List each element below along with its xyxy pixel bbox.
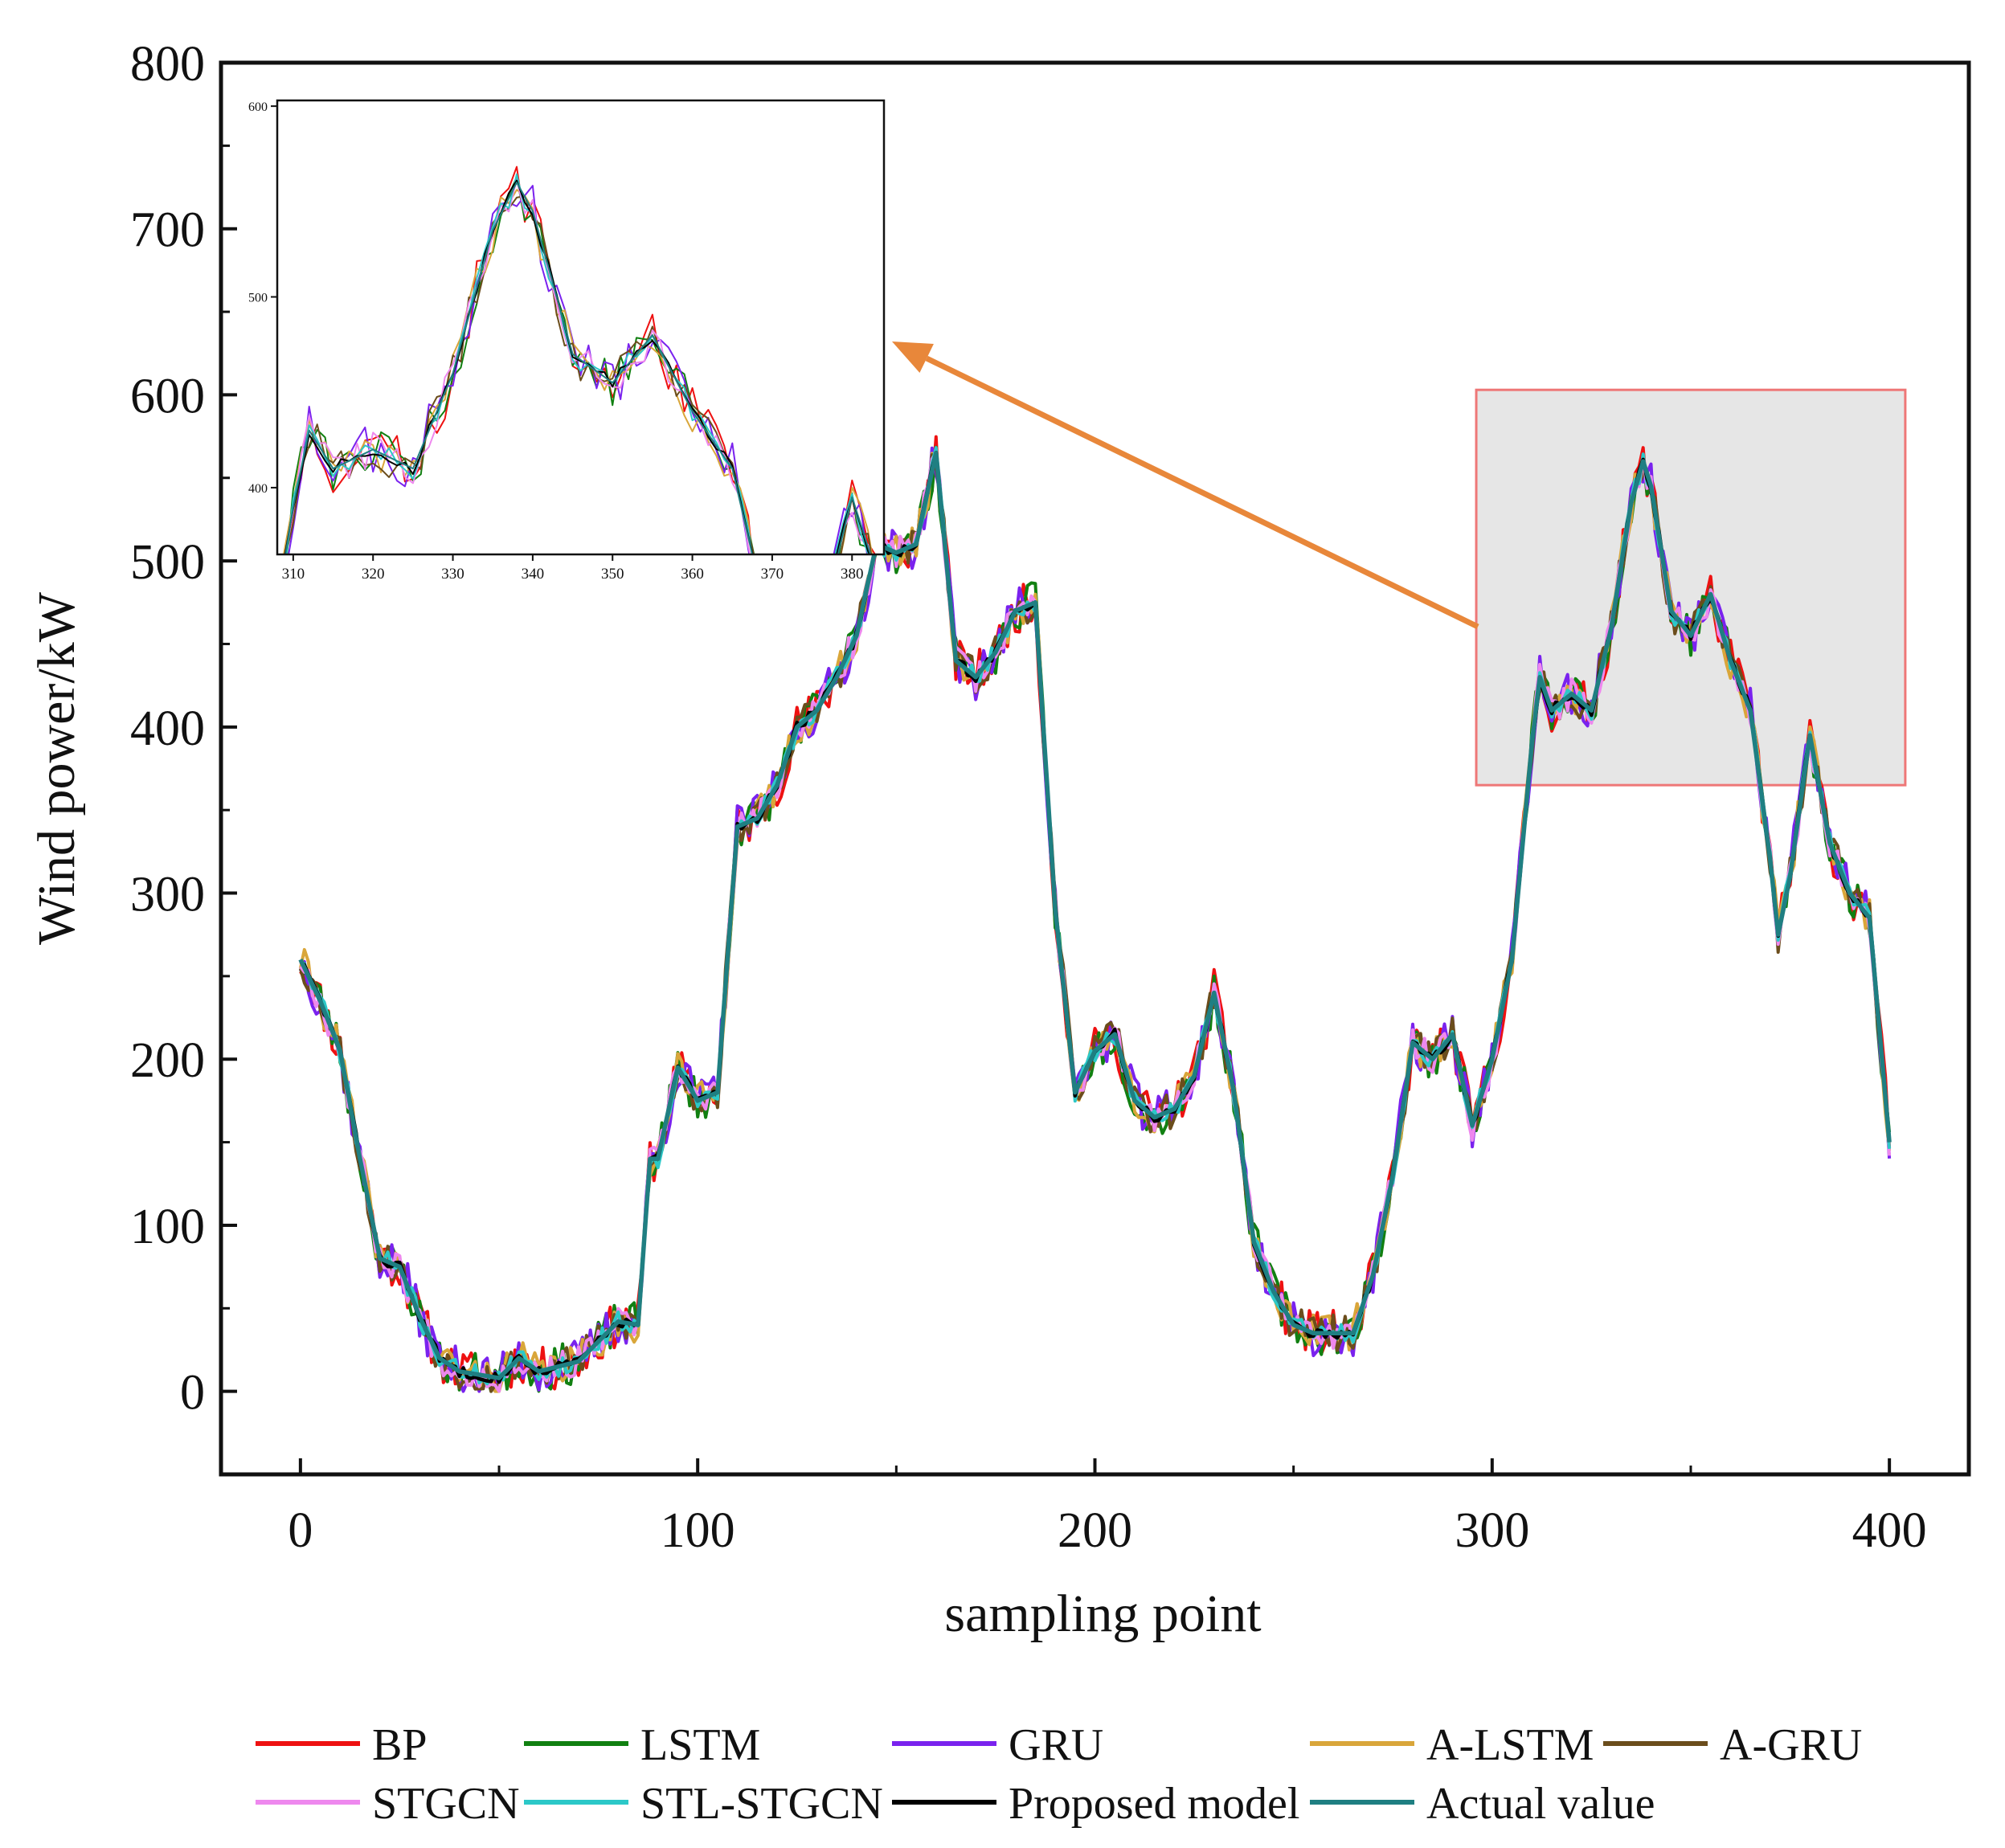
inset-x-tick-label: 370 bbox=[761, 566, 784, 583]
legend-item: STL-STGCN bbox=[524, 1779, 883, 1829]
y-tick-label: 300 bbox=[130, 868, 205, 922]
legend-item: BP bbox=[256, 1720, 428, 1770]
inset-series-line-a-gru bbox=[284, 195, 873, 554]
y-tick-label: 800 bbox=[130, 37, 205, 92]
legend-item: LSTM bbox=[524, 1720, 760, 1770]
y-tick-label: 0 bbox=[180, 1366, 205, 1421]
inset-series-line-a-lstm bbox=[283, 189, 874, 554]
inset-x-tick-label: 310 bbox=[282, 566, 305, 583]
inset-series-line-gru bbox=[288, 185, 869, 554]
inset-x-tick-label: 350 bbox=[601, 566, 624, 583]
y-tick-label: 100 bbox=[130, 1200, 205, 1254]
inset-plot: 310 320 330 340 350 360 370 380 400 500 600 bbox=[248, 99, 886, 583]
legend-label: BP bbox=[372, 1720, 428, 1770]
inset-x-tick-label: 380 bbox=[841, 566, 864, 583]
legend-label: Actual value bbox=[1426, 1779, 1655, 1829]
legend-label: A-LSTM bbox=[1426, 1720, 1594, 1770]
legend: BP LSTM GRU A-LSTM A-GRU STGCN STL-STGCN Propos… bbox=[256, 1720, 1862, 1829]
inset-series-line-actual-value bbox=[284, 182, 872, 554]
legend-item: STGCN bbox=[256, 1779, 520, 1829]
x-tick-label: 300 bbox=[1455, 1503, 1529, 1558]
legend-label: A-GRU bbox=[1720, 1720, 1862, 1770]
zoom-highlight-region bbox=[1475, 388, 1907, 787]
inset-lines bbox=[283, 166, 877, 554]
legend-label: LSTM bbox=[640, 1720, 760, 1770]
series-line-actual-value bbox=[298, 451, 1892, 1380]
x-tick-label: 0 bbox=[288, 1503, 313, 1558]
y-tick-label: 500 bbox=[130, 535, 205, 590]
inset-y-tick-label: 500 bbox=[248, 292, 268, 305]
legend-label: STGCN bbox=[372, 1779, 520, 1829]
y-axis-label: Wind power/kW bbox=[27, 591, 86, 945]
inset-series-line-proposed-model bbox=[284, 179, 871, 554]
inset-y-tick-label: 400 bbox=[248, 482, 268, 496]
y-tick-label: 700 bbox=[130, 203, 205, 258]
x-tick-label: 200 bbox=[1058, 1503, 1132, 1558]
legend-label: Proposed model bbox=[1009, 1779, 1299, 1829]
y-tick-label: 600 bbox=[130, 369, 205, 423]
x-tick-label: 100 bbox=[661, 1503, 735, 1558]
legend-item: A-LSTM bbox=[1310, 1720, 1594, 1770]
x-axis-label: sampling point bbox=[944, 1584, 1261, 1643]
legend-item: GRU bbox=[892, 1720, 1103, 1770]
legend-item: A-GRU bbox=[1603, 1720, 1862, 1770]
inset-x-tick-label: 340 bbox=[522, 566, 545, 583]
inset-y-tick-label: 600 bbox=[248, 100, 268, 114]
inset-x-tick-label: 330 bbox=[441, 566, 464, 583]
inset-x-tick-label: 320 bbox=[362, 566, 385, 583]
legend-label: STL-STGCN bbox=[640, 1779, 883, 1829]
x-tick-label: 400 bbox=[1852, 1503, 1927, 1558]
callout-arrow-head bbox=[892, 341, 934, 373]
y-tick-label: 200 bbox=[130, 1033, 205, 1088]
inset-series-line-stgcn bbox=[284, 178, 871, 554]
inset-frame bbox=[276, 99, 886, 556]
inset-background bbox=[277, 100, 884, 554]
legend-label: GRU bbox=[1009, 1720, 1103, 1770]
y-tick-label: 400 bbox=[130, 701, 205, 756]
legend-item: Proposed model bbox=[892, 1779, 1299, 1829]
inset-x-tick-label: 360 bbox=[681, 566, 704, 583]
callout-arrow-line bbox=[925, 355, 1479, 630]
legend-item: Actual value bbox=[1310, 1779, 1655, 1829]
